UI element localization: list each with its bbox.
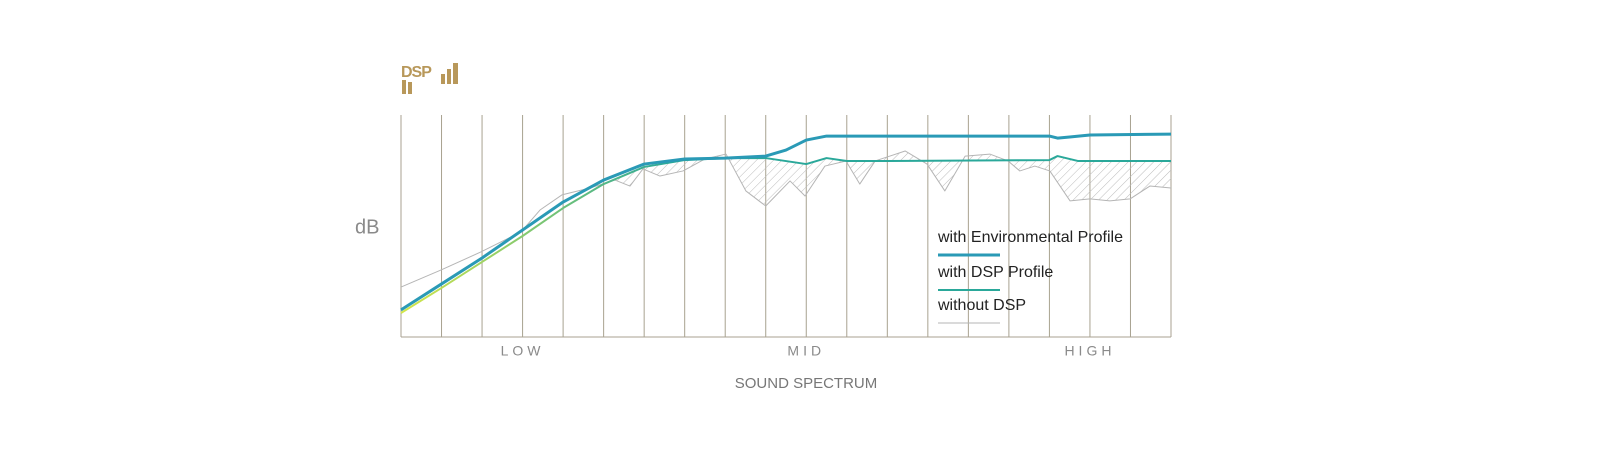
legend-label: without DSP bbox=[937, 297, 1026, 314]
x-tick-label: HIGH bbox=[1064, 343, 1115, 359]
legend-label: with Environmental Profile bbox=[937, 229, 1123, 246]
series-line bbox=[400, 132, 1172, 312]
x-tick-label: LOW bbox=[501, 343, 545, 359]
x-axis-label: SOUND SPECTRUM bbox=[735, 375, 878, 392]
x-tick-label: MID bbox=[787, 343, 825, 359]
y-axis-label: dB bbox=[355, 216, 379, 238]
logo: DSP bbox=[401, 63, 458, 94]
legend-label: with DSP Profile bbox=[937, 264, 1053, 281]
logo-text: DSP bbox=[401, 64, 432, 81]
hatch-area bbox=[603, 150, 1171, 207]
